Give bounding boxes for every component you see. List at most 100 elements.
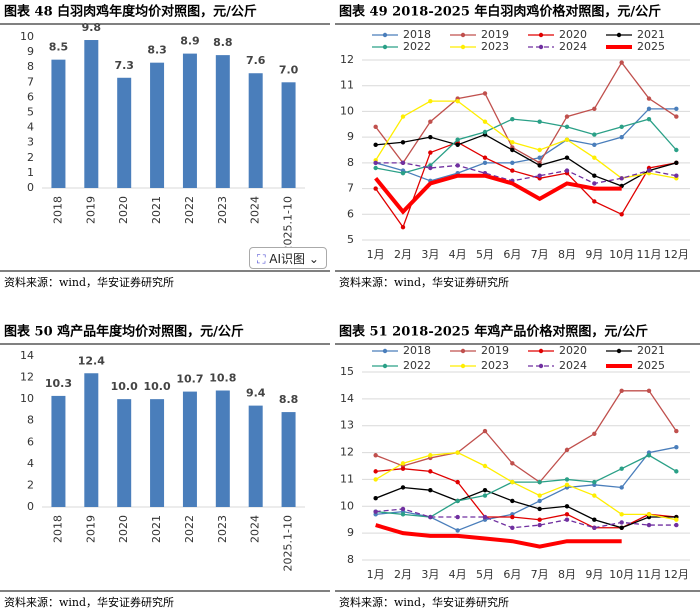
point: [619, 176, 624, 181]
legend-marker: [460, 32, 466, 38]
point: [646, 453, 652, 458]
y-tick-label: 10: [340, 104, 354, 117]
point: [455, 450, 460, 455]
point: [400, 140, 406, 145]
legend-marker: [538, 363, 544, 369]
series-line: [374, 173, 622, 215]
x-tick-label: 6月: [503, 568, 521, 581]
x-tick-label: 2024: [249, 196, 262, 224]
bar: [215, 55, 230, 189]
point: [455, 142, 460, 148]
point: [564, 504, 570, 509]
y-tick-label: 14: [340, 392, 354, 405]
bar: [248, 73, 263, 188]
point: [510, 140, 515, 145]
point: [373, 124, 378, 130]
point: [592, 525, 597, 530]
point: [592, 517, 597, 522]
y-tick-label: 6: [27, 435, 34, 448]
x-tick-label: 2018: [51, 515, 64, 543]
y-tick-label: 2: [27, 478, 34, 491]
point: [646, 512, 652, 517]
y-tick-label: 5: [347, 233, 354, 246]
bar: [281, 82, 296, 188]
x-tick-label: 2022: [183, 196, 196, 224]
point: [592, 181, 597, 186]
point: [510, 498, 515, 504]
value-label: 9.8: [82, 21, 102, 34]
point: [564, 447, 570, 453]
point: [592, 431, 597, 436]
chart-title: 图表 51 2018-2025 年鸡产品价格对照图，元/公斤: [339, 324, 648, 340]
point: [400, 160, 406, 166]
series-line: [375, 108, 677, 182]
legend-label: 2024: [559, 40, 587, 53]
x-tick-label: 2021: [150, 196, 163, 224]
point: [428, 150, 433, 155]
legend-label: 2022: [403, 40, 431, 53]
value-label: 8.8: [213, 36, 233, 49]
y-tick-label: 4: [27, 457, 34, 470]
y-tick-label: 12: [20, 371, 34, 384]
point: [428, 134, 433, 140]
point: [537, 173, 542, 178]
point: [510, 514, 515, 520]
point: [373, 186, 378, 191]
legend-marker: [538, 44, 544, 50]
point: [592, 106, 597, 112]
y-tick-label: 8: [27, 414, 34, 427]
series-line: [375, 508, 677, 529]
y-tick-label: 15: [340, 365, 354, 378]
legend-marker: [460, 363, 466, 369]
point: [619, 525, 624, 530]
point: [510, 525, 515, 530]
x-tick-label: 7月: [531, 568, 549, 581]
legend-marker: [382, 348, 388, 354]
point: [619, 134, 624, 140]
bar: [248, 405, 263, 507]
value-label: 12.4: [78, 354, 105, 367]
legend-label: 2018: [403, 28, 431, 41]
legend-label: 2022: [403, 359, 431, 372]
bar: [215, 390, 230, 507]
point: [674, 106, 679, 112]
point: [674, 469, 679, 474]
point: [373, 453, 378, 458]
y-tick-label: 9: [347, 526, 354, 539]
value-label: 8.3: [147, 44, 167, 57]
legend-marker: [382, 363, 388, 369]
legend-label: 2023: [481, 40, 509, 53]
legend-marker: [460, 44, 466, 50]
x-tick-label: 3月: [421, 248, 439, 261]
source: 资料来源：wind，华安证券研究所: [339, 595, 509, 608]
value-label: 8.9: [180, 35, 200, 48]
ai-button[interactable]: ⛶ AI识图 ⌄: [249, 247, 327, 269]
point: [428, 469, 433, 474]
x-tick-label: 8月: [558, 568, 576, 581]
point: [646, 106, 652, 112]
x-tick-label: 2025.1-10: [282, 515, 295, 571]
x-tick-label: 2023: [216, 515, 229, 543]
point: [674, 147, 679, 153]
y-tick-label: 2: [27, 151, 34, 164]
bar: [117, 77, 132, 188]
point: [482, 155, 488, 160]
value-label: 8.8: [279, 393, 299, 406]
point: [674, 173, 679, 178]
bar: [182, 53, 197, 188]
point: [592, 479, 597, 485]
point: [510, 461, 515, 466]
source: 资料来源：wind，华安证券研究所: [4, 275, 174, 289]
x-tick-label: 12月: [664, 568, 689, 581]
series-line: [375, 61, 677, 164]
point: [482, 463, 488, 469]
y-tick-label: 6: [27, 90, 34, 103]
legend-label: 2020: [559, 28, 587, 41]
point: [564, 482, 570, 487]
point: [564, 477, 570, 482]
point: [674, 114, 679, 119]
point: [646, 168, 652, 173]
value-label: 10.7: [176, 373, 203, 386]
point: [674, 517, 679, 522]
ai-icon: ⛶: [257, 252, 266, 266]
